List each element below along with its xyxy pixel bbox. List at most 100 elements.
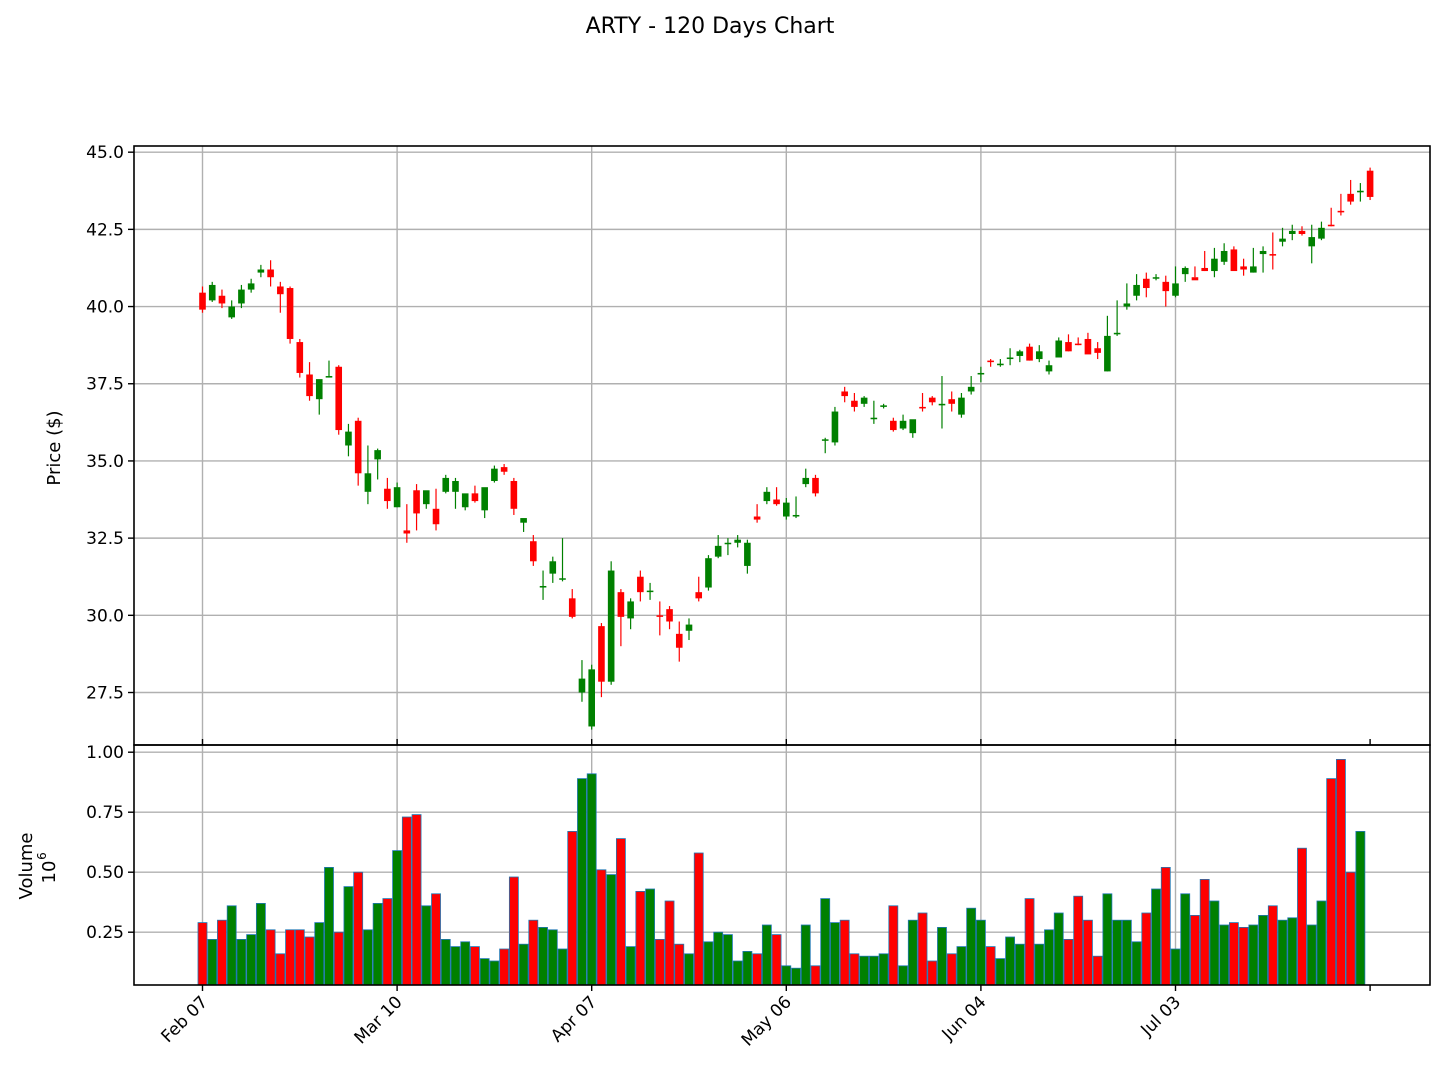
candle-body [286,288,294,339]
volume-bar [314,922,325,986]
candle-body [1104,335,1111,372]
volume-bar [217,919,227,986]
volume-bar [1199,879,1210,986]
candle-body [607,570,615,682]
volume-bar [1024,898,1035,986]
candle-body [530,541,537,562]
volume-bar [820,898,831,986]
candle-body [364,473,372,492]
volume-bar [1209,900,1220,986]
volume-bar [1267,905,1278,986]
volume-bar [976,919,986,986]
volume-bar [946,953,957,986]
volume-bar [1326,778,1337,986]
volume-bar [1228,922,1239,986]
volume-bar [411,814,422,986]
volume-bar [606,874,617,986]
candle-body [1240,266,1247,270]
volume-bar [1053,912,1064,986]
volume-bar [343,886,354,986]
volume-bar [1306,924,1317,986]
candle-body [413,490,420,514]
candle-body [821,439,829,441]
candle-body [744,542,751,566]
candle-body [568,598,576,617]
candle-body [802,477,810,485]
candle-body [510,481,518,509]
date-tick-label: Feb 07 [157,992,212,1047]
volume-tick-label: 0.25 [86,923,124,943]
candle-body [1211,258,1218,272]
date-tick-label: Jun 04 [938,992,991,1045]
candle-body [374,450,381,460]
candle-body [247,283,255,290]
candle-body [335,366,343,431]
volume-bar [1005,936,1015,986]
volume-bar [528,919,539,986]
price-tick-label: 35.0 [86,452,124,472]
candle-body [432,508,440,525]
volume-bar [615,838,626,986]
candle-body [257,269,265,273]
volume-bar [538,927,548,986]
volume-bar [1160,867,1171,986]
volume-bar [392,850,403,986]
volume-bar [353,871,364,986]
candle-body [1152,277,1160,279]
candle-body [1035,351,1043,360]
candle-body [422,490,430,505]
candle-body [675,633,683,648]
candle-body [841,391,848,397]
candle-body [315,379,323,400]
volume-bar [684,953,694,986]
chart-title: ARTY - 120 Days Chart [586,14,835,39]
candle-body [812,477,819,494]
candle-body [627,601,634,619]
volume-bar [401,816,412,986]
candle-body [1133,284,1140,296]
candle-body [1123,303,1131,307]
volume-bar [830,922,840,986]
candle-body [345,431,352,446]
candle-body [1230,249,1238,272]
candle-body [685,624,693,631]
candle-body [354,420,362,474]
candle-body [1006,357,1014,360]
volume-bar [1170,948,1181,986]
candle-body [1055,340,1063,358]
volume-bar [489,960,500,986]
candle-body [598,626,605,682]
volume-bar [693,852,704,986]
price-tick-label: 27.5 [86,684,124,704]
date-tick-label: Apr 07 [547,992,601,1046]
volume-bar [333,931,344,986]
volume-bar [937,927,947,986]
candle-body [773,499,780,505]
price-tick-label: 42.5 [86,220,124,240]
candle-body [199,292,206,310]
volume-bar [324,867,334,986]
candle-body [870,417,878,420]
candle-body [1113,332,1121,335]
candle-body [724,542,732,545]
date-tick-label: Mar 10 [351,992,407,1048]
candle-body [1065,342,1072,352]
volume-bar [197,922,208,986]
volume-bar [1277,919,1288,986]
candle-body [753,516,761,520]
candle-body [491,468,498,482]
volume-bar [518,943,529,986]
candle-body [452,481,459,492]
volume-bar [1258,915,1268,986]
candle-body [763,491,771,502]
candle-body [783,502,790,517]
volume-bar [859,955,870,986]
candle-body [500,467,508,472]
volume-bar [674,943,685,986]
candle-body [1308,237,1316,247]
candle-body [461,493,469,508]
candle-body [1298,230,1306,234]
candle-body [899,420,907,429]
volume-bar [732,960,743,986]
volume-bar [567,831,578,986]
